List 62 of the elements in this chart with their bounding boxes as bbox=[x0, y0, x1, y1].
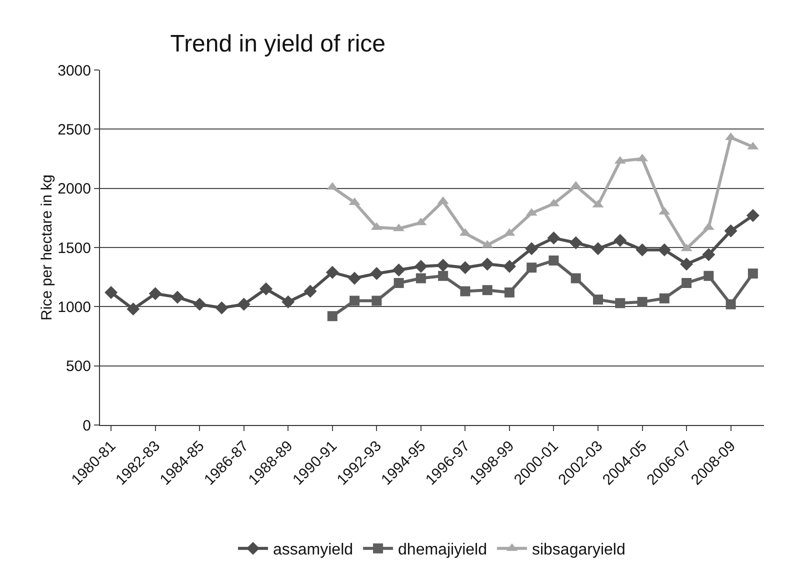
point bbox=[304, 284, 317, 298]
y-tick-label: 1000 bbox=[58, 298, 91, 316]
y-tick-label: 0 bbox=[82, 417, 91, 434]
point bbox=[438, 270, 448, 281]
y-tick-label: 2500 bbox=[58, 121, 91, 138]
point bbox=[748, 268, 758, 279]
y-tick-label: 500 bbox=[66, 358, 91, 376]
legend-label: dhemajiyield bbox=[398, 542, 487, 559]
point bbox=[370, 267, 384, 280]
point bbox=[702, 248, 716, 262]
point bbox=[502, 260, 516, 273]
point bbox=[193, 298, 206, 311]
legend-label: sibsagaryield bbox=[532, 542, 626, 559]
point bbox=[569, 236, 582, 250]
point bbox=[614, 234, 627, 247]
point bbox=[724, 224, 738, 238]
y-tick-label: 3000 bbox=[58, 62, 91, 80]
point bbox=[547, 232, 560, 245]
y-tick-label: 2000 bbox=[58, 180, 91, 198]
point bbox=[372, 296, 382, 306]
point bbox=[548, 256, 559, 266]
point bbox=[260, 282, 272, 296]
point bbox=[636, 243, 649, 256]
point bbox=[348, 272, 362, 285]
point bbox=[704, 270, 714, 281]
legend-label: assamyield bbox=[273, 542, 354, 559]
point bbox=[326, 266, 339, 279]
point bbox=[659, 293, 670, 304]
point bbox=[570, 273, 581, 284]
point bbox=[414, 260, 428, 273]
point bbox=[148, 287, 162, 300]
y-axis-title: Rice per hectare in kg bbox=[38, 174, 56, 320]
point bbox=[658, 243, 671, 256]
point bbox=[482, 285, 492, 296]
point bbox=[480, 258, 494, 271]
point bbox=[525, 242, 538, 256]
point bbox=[680, 258, 694, 271]
point bbox=[592, 242, 604, 256]
point bbox=[460, 286, 470, 296]
point bbox=[504, 287, 514, 298]
point bbox=[327, 311, 338, 322]
point bbox=[394, 278, 404, 288]
point bbox=[126, 302, 140, 316]
point bbox=[637, 296, 648, 307]
point bbox=[237, 298, 250, 311]
chart-title: Trend in yield of rice bbox=[170, 30, 386, 58]
point bbox=[170, 290, 184, 304]
point bbox=[350, 296, 360, 306]
point bbox=[746, 209, 760, 222]
point bbox=[615, 298, 626, 308]
point bbox=[726, 299, 736, 310]
point bbox=[682, 278, 692, 288]
point bbox=[282, 295, 295, 308]
point bbox=[458, 261, 472, 274]
point bbox=[215, 301, 228, 314]
point bbox=[104, 286, 118, 299]
y-tick-label: 1500 bbox=[58, 240, 91, 257]
point bbox=[593, 294, 603, 305]
point bbox=[392, 263, 406, 276]
point bbox=[436, 258, 450, 272]
point bbox=[416, 273, 426, 284]
point bbox=[526, 262, 537, 273]
